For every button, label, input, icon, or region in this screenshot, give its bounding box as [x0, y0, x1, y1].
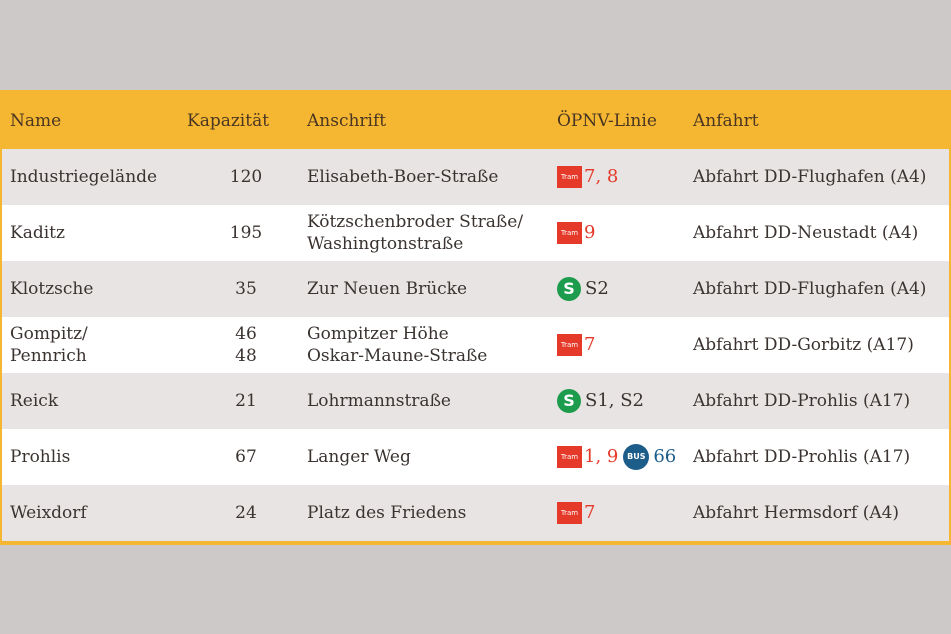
tram-icon: Tram: [557, 446, 582, 468]
anschrift-cell: Elisabeth-Boer-Straße: [307, 166, 499, 187]
name-line-2: Pennrich: [10, 346, 87, 366]
s-bahn-lines: S2: [585, 278, 609, 300]
tram-lines: 9: [584, 222, 596, 244]
tram-lines: 7, 8: [584, 166, 619, 188]
anschrift-line-1: Gompitzer Höhe: [307, 323, 449, 344]
tram-icon: Tram: [557, 333, 582, 356]
tram-lines: 1, 9: [584, 446, 619, 468]
name-cell: Klotzsche: [10, 278, 94, 299]
kapazitaet-line-1: 46: [235, 323, 257, 344]
bus-icon: BUS: [623, 444, 650, 470]
oepnv-cell: Tram 7: [557, 317, 693, 373]
s-bahn-lines: S1, S2: [585, 390, 645, 412]
anschrift-line-1: Kötzschenbroder Straße/: [307, 211, 524, 232]
anschrift-line-2: Washingtonstraße: [307, 234, 464, 254]
anschrift-cell: Lohrmannstraße: [307, 390, 451, 411]
name-cell: Gompitz/ Pennrich: [2, 317, 185, 373]
anfahrt-cell: Abfahrt DD-Gorbitz (A17): [693, 334, 914, 355]
name-cell: Prohlis: [10, 446, 71, 467]
anfahrt-cell: Abfahrt DD-Prohlis (A17): [693, 390, 911, 411]
oepnv-cell: Tram 7: [557, 485, 693, 541]
tram-icon: Tram: [557, 501, 582, 524]
table-row: Klotzsche 35 Zur Neuen Brücke S S2 Abfah…: [2, 261, 949, 317]
kapazitaet-line-2: 48: [235, 346, 257, 366]
name-cell: Weixdorf: [10, 502, 87, 523]
park-and-ride-table: Name Kapazität Anschrift ÖPNV-Linie Anfa…: [2, 93, 949, 541]
name-cell: Reick: [10, 390, 59, 411]
kapazitaet-cell: 35: [235, 278, 257, 299]
anschrift-cell: Platz des Friedens: [307, 502, 467, 523]
anfahrt-cell: Abfahrt DD-Neustadt (A4): [693, 222, 919, 243]
kapazitaet-cell: 195: [229, 222, 263, 243]
anschrift-cell: Langer Weg: [307, 446, 411, 467]
header-kapazitaet: Kapazität: [187, 111, 270, 131]
tram-lines: 7: [584, 502, 596, 524]
kapazitaet-cell: 120: [229, 166, 263, 187]
table-row: Weixdorf 24 Platz des Friedens Tram 7 Ab…: [2, 485, 949, 541]
name-cell: Kaditz: [10, 222, 65, 243]
table-row: Prohlis 67 Langer Weg Tram 1, 9 BUS 66 A…: [2, 429, 949, 485]
tram-icon: Tram: [557, 165, 582, 188]
header-oepnv-linie: ÖPNV-Linie: [557, 111, 657, 131]
table-frame: Name Kapazität Anschrift ÖPNV-Linie Anfa…: [0, 90, 951, 545]
table-row: Gompitz/ Pennrich 46 48 Gompitzer Höhe O…: [2, 317, 949, 373]
oepnv-cell: Tram 7, 8: [557, 149, 693, 205]
s-bahn-icon: S: [557, 389, 581, 413]
tram-lines: 7: [584, 334, 596, 356]
anschrift-line-2: Oskar-Maune-Straße: [307, 346, 488, 366]
anschrift-cell: Gompitzer Höhe Oskar-Maune-Straße: [307, 317, 557, 373]
oepnv-cell: S S2: [557, 261, 693, 317]
header-anfahrt: Anfahrt: [693, 111, 759, 131]
anfahrt-cell: Abfahrt DD-Prohlis (A17): [693, 446, 911, 467]
table-row: Industriegelände 120 Elisabeth-Boer-Stra…: [2, 149, 949, 205]
anfahrt-cell: Abfahrt DD-Flughafen (A4): [693, 166, 927, 187]
s-bahn-icon: S: [557, 277, 581, 301]
bus-lines: 66: [653, 446, 677, 468]
table-row: Reick 21 Lohrmannstraße S S1, S2 Abfahrt…: [2, 373, 949, 429]
oepnv-cell: S S1, S2: [557, 373, 693, 429]
kapazitaet-cell: 21: [235, 390, 257, 411]
anschrift-cell: Kötzschenbroder Straße/ Washingtonstraße: [307, 205, 557, 261]
name-line-1: Gompitz/: [10, 323, 88, 344]
anschrift-cell: Zur Neuen Brücke: [307, 278, 468, 299]
oepnv-cell: Tram 9: [557, 205, 693, 261]
kapazitaet-cell: 24: [235, 502, 257, 523]
oepnv-cell: Tram 1, 9 BUS 66: [557, 429, 693, 485]
anfahrt-cell: Abfahrt Hermsdorf (A4): [693, 502, 900, 523]
table-row: Kaditz 195 Kötzschenbroder Straße/ Washi…: [2, 205, 949, 261]
anfahrt-cell: Abfahrt DD-Flughafen (A4): [693, 278, 927, 299]
header-anschrift: Anschrift: [307, 111, 387, 131]
name-cell: Industriegelände: [10, 166, 158, 187]
kapazitaet-cell: 67: [235, 446, 257, 467]
header-name: Name: [10, 111, 62, 131]
kapazitaet-cell: 46 48: [185, 317, 307, 373]
header-row: Name Kapazität Anschrift ÖPNV-Linie Anfa…: [2, 93, 949, 149]
tram-icon: Tram: [557, 221, 582, 244]
